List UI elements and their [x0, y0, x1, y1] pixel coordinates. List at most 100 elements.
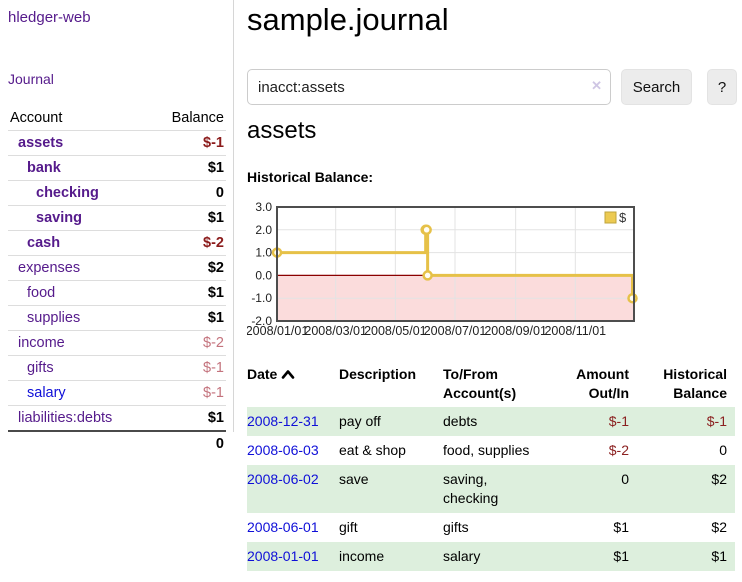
- data-point-marker: [422, 270, 433, 281]
- register-header-description: Description: [339, 366, 417, 382]
- register-cell-date: 2008-12-31: [247, 407, 339, 436]
- plot-border: [276, 206, 635, 322]
- transaction-date-link[interactable]: 2008-06-02: [247, 471, 319, 487]
- account-row: gifts $-1: [8, 355, 226, 381]
- account-link-supplies[interactable]: supplies: [27, 310, 81, 326]
- account-balance: $1: [150, 280, 226, 306]
- account-row: checking 0: [8, 180, 226, 206]
- register-table-body: 2008-12-31 pay off debts $-1 $-1 2008-06-03 ea…: [247, 407, 735, 571]
- register-cell-amount: 0: [621, 471, 629, 487]
- register-cell-date: 2008-06-02: [247, 465, 339, 513]
- search-button[interactable]: Search: [621, 69, 692, 105]
- transaction-date-link[interactable]: 2008-06-01: [247, 519, 319, 535]
- account-link-bank[interactable]: bank: [27, 160, 61, 176]
- account-row: salary $-1: [8, 380, 226, 406]
- y-tick-label: -1.0: [251, 291, 272, 305]
- transaction-date-link[interactable]: 2008-12-31: [247, 413, 319, 429]
- account-row: cash $-2: [8, 230, 226, 256]
- register-cell-tofrom: saving, checking: [443, 471, 499, 506]
- accounts-table: Account Balance assets $-1 bank $1 checking 0…: [8, 106, 226, 456]
- register-cell-balance: $2: [711, 471, 727, 487]
- register-header-date[interactable]: Date: [247, 361, 339, 407]
- transaction-date-link[interactable]: 2008-01-01: [247, 548, 319, 564]
- data-point-marker: [421, 224, 432, 236]
- account-link-gifts[interactable]: gifts: [27, 360, 54, 376]
- page-title: sample.journal: [247, 2, 449, 37]
- chart-title: Historical Balance:: [247, 169, 374, 185]
- account-link-food[interactable]: food: [27, 285, 56, 301]
- accounts-total-value: 0: [8, 430, 226, 456]
- account-balance: $-1: [150, 130, 226, 156]
- register-header-row: Date Description To/From Account(s) Amou…: [247, 361, 735, 407]
- register-cell-amount: $-1: [608, 413, 629, 429]
- accounts-table-body: assets $-1 bank $1 checking 0 saving $1 cash $-2 e…: [8, 130, 226, 431]
- register-cell-description: pay off: [339, 413, 381, 429]
- account-row: supplies $1: [8, 305, 226, 331]
- sidebar-item-journal[interactable]: Journal: [8, 71, 54, 87]
- register-header-tofrom: To/From Account(s): [443, 366, 517, 401]
- transaction-date-link[interactable]: 2008-06-03: [247, 442, 319, 458]
- y-tick-label: 0.0: [255, 268, 272, 282]
- register-table: Date Description To/From Account(s) Amou…: [247, 361, 735, 571]
- account-heading: assets: [247, 117, 317, 144]
- y-tick-label: 3.0: [255, 200, 272, 214]
- account-link-income[interactable]: income: [18, 335, 65, 351]
- app-title-link[interactable]: hledger-web: [8, 9, 91, 26]
- accounts-header-balance: Balance: [171, 110, 224, 126]
- account-balance: $2: [150, 255, 226, 281]
- help-button[interactable]: ?: [707, 69, 737, 105]
- register-cell-description: gift: [339, 519, 358, 535]
- account-row: income $-2: [8, 330, 226, 356]
- historical-balance-chart: 3.0 2.0 1.0 0.0 -1.0 -2.02008/01/012008/03/01…: [247, 200, 638, 338]
- x-tick-label: 2008/03/01: [304, 324, 367, 338]
- register-cell-description: eat & shop: [339, 442, 406, 458]
- account-link-salary[interactable]: salary: [27, 385, 66, 401]
- register-cell-balance: $2: [711, 519, 727, 535]
- clear-search-icon[interactable]: ✕: [591, 78, 602, 93]
- register-row: 2008-01-01 income salary $1 $1: [247, 542, 735, 571]
- account-balance: $-1: [150, 355, 226, 381]
- register-header-amount: Amount Out/In: [576, 366, 629, 401]
- account-link-saving[interactable]: saving: [36, 210, 82, 226]
- x-tick-label: 2008/11/01: [544, 324, 606, 338]
- account-link-assets[interactable]: assets: [18, 135, 64, 151]
- accounts-total-row: 0: [8, 430, 226, 456]
- account-link-expenses[interactable]: expenses: [18, 260, 81, 276]
- register-cell-description: save: [339, 471, 369, 487]
- register-cell-tofrom: debts: [443, 413, 478, 429]
- register-row: 2008-06-02 save saving, checking 0 $2: [247, 465, 735, 513]
- data-point-marker: [627, 292, 638, 304]
- legend-label: $: [619, 210, 627, 225]
- account-row: bank $1: [8, 155, 226, 181]
- register-cell-tofrom: food, supplies: [443, 442, 530, 458]
- account-link-cash[interactable]: cash: [27, 235, 61, 251]
- register-cell-balance: $1: [711, 548, 727, 564]
- register-row: 2008-06-01 gift gifts $1 $2: [247, 513, 735, 542]
- account-link-checking[interactable]: checking: [36, 185, 99, 201]
- legend-swatch: [604, 211, 617, 224]
- x-tick-label: 2008/05/01: [364, 324, 427, 338]
- account-link-liabilities-debts[interactable]: liabilities:debts: [18, 410, 113, 426]
- x-tick-label: 2008/01/01: [247, 324, 308, 338]
- account-row: food $1: [8, 280, 226, 306]
- account-balance: $1: [150, 205, 226, 231]
- accounts-header-account: Account: [10, 110, 63, 126]
- register-cell-date: 2008-06-03: [247, 436, 339, 465]
- account-balance: $-2: [150, 230, 226, 256]
- account-balance: 0: [150, 180, 226, 206]
- register-cell-amount: $-2: [608, 442, 629, 458]
- account-balance: $1: [150, 305, 226, 331]
- register-cell-amount: $1: [613, 519, 629, 535]
- register-row: 2008-06-03 eat & shop food, supplies $-2 0: [247, 436, 735, 465]
- register-cell-tofrom: salary: [443, 548, 481, 564]
- register-cell-date: 2008-01-01: [247, 542, 339, 571]
- account-balance: $-2: [150, 330, 226, 356]
- account-balance: $1: [150, 155, 226, 181]
- search-input-wrap: ✕: [247, 69, 611, 105]
- register-cell-tofrom: gifts: [443, 519, 469, 535]
- x-tick-label: 2008/09/01: [484, 324, 547, 338]
- account-balance: $-1: [150, 380, 226, 406]
- sidebar: hledger-web Journal Account Balance asse…: [0, 0, 234, 456]
- search-input[interactable]: [247, 69, 611, 105]
- main-panel: sample.journal ✕ Search ? assets Histori…: [247, 0, 742, 582]
